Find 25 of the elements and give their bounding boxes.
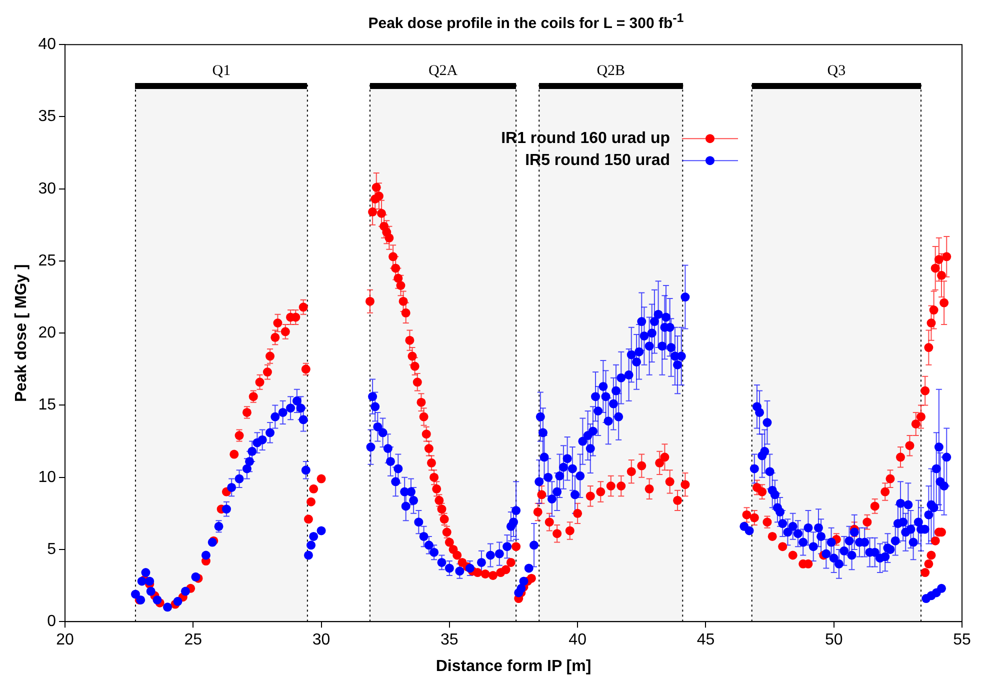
legend-label: IR5 round 150 urad <box>525 152 670 170</box>
y-axis-title: Peak dose [ MGy ] <box>13 264 30 402</box>
x-tick-label: 30 <box>312 632 330 649</box>
x-tick-label: 25 <box>184 632 202 649</box>
y-tick-label: 30 <box>38 180 56 198</box>
y-tick-label: 15 <box>38 396 56 414</box>
x-tick-label: 40 <box>568 632 587 649</box>
x-tick-label: 45 <box>696 632 715 649</box>
band-label: Q2B <box>596 63 626 80</box>
y-tick-label: 20 <box>38 324 56 342</box>
band-label: Q1 <box>212 63 231 80</box>
band-label: Q2A <box>428 63 458 80</box>
y-tick-label: 25 <box>38 252 56 270</box>
x-tick-label: 35 <box>440 632 458 649</box>
x-tick-label: 55 <box>953 632 971 649</box>
x-tick-label: 50 <box>824 632 843 649</box>
band-label: Q3 <box>827 63 846 80</box>
legend-label: IR1 round 160 urad up <box>501 130 670 148</box>
chart-title: Peak dose profile in the coils for L = 300 fb$^{-1}$ <box>367 10 685 32</box>
y-tick-label: 0 <box>47 613 56 630</box>
y-tick-label: 40 <box>38 36 56 54</box>
y-tick-label: 35 <box>38 108 56 126</box>
y-tick-label: 5 <box>47 540 56 558</box>
x-axis-title: Distance form IP [m] <box>436 658 592 675</box>
y-tick-label: 10 <box>38 468 56 486</box>
